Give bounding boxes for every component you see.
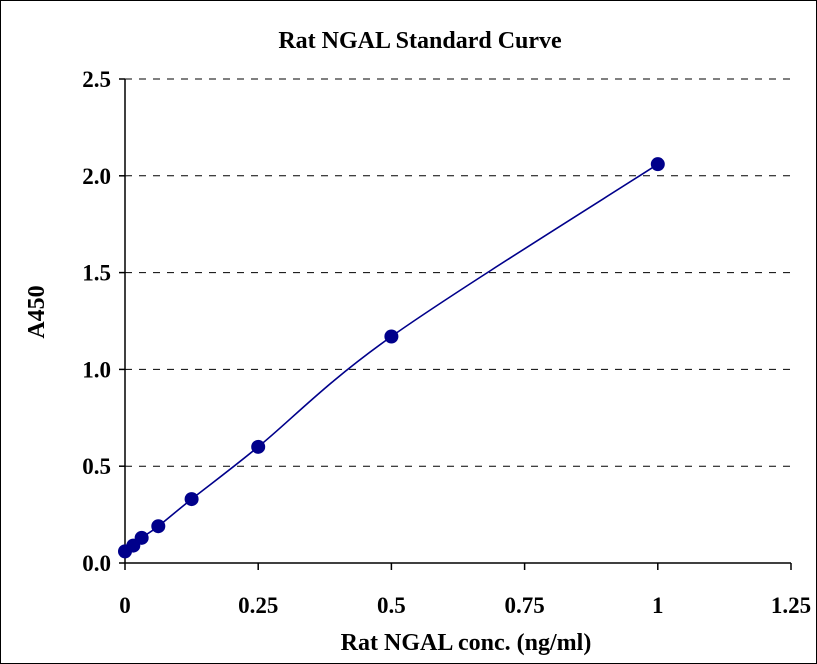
x-tick-label: 1.25: [771, 593, 811, 618]
x-ticks: 0 0.25 0.5 0.75 1 1.25: [119, 563, 811, 618]
data-point: [184, 492, 199, 507]
y-ticks: 0.0 0.5 1.0 1.5 2.0 2.5: [82, 67, 125, 576]
chart-title: Rat NGAL Standard Curve: [278, 28, 562, 54]
standard-curve-line: [124, 163, 659, 553]
y-tick-label: 0.5: [82, 454, 111, 479]
y-tick-label: 0.0: [82, 551, 111, 576]
grid: [125, 78, 791, 467]
data-points: [118, 157, 665, 559]
x-tick-label: 0.25: [238, 593, 278, 618]
data-point: [384, 329, 399, 344]
y-axis-title: A450: [24, 285, 50, 338]
y-tick-label: 1.5: [82, 261, 111, 286]
y-tick-label: 1.0: [82, 357, 111, 382]
x-tick-label: 0.5: [377, 593, 406, 618]
data-point: [650, 157, 665, 172]
data-point: [151, 519, 166, 534]
data-point: [134, 530, 149, 545]
x-tick-label: 1: [652, 593, 664, 618]
y-tick-label: 2.5: [82, 67, 111, 92]
x-tick-label: 0.75: [504, 593, 544, 618]
x-tick-label: 0: [119, 593, 131, 618]
x-axis-title: Rat NGAL conc. (ng/ml): [341, 630, 592, 656]
y-tick-label: 2.0: [82, 164, 111, 189]
data-point: [251, 439, 266, 454]
